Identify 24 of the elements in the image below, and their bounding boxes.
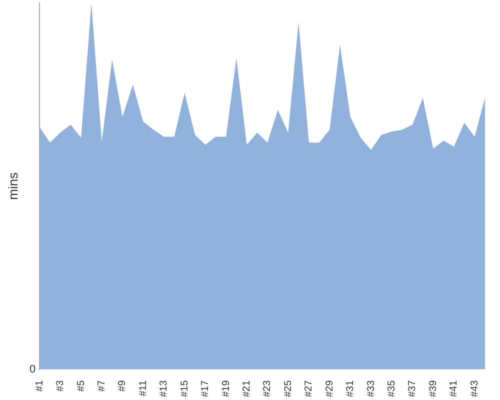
x-tick-label: #27 [304,380,315,398]
x-tick-label: #41 [448,380,460,398]
x-tick-label: #7 [96,380,108,392]
x-tick-label: #43 [469,380,480,398]
x-tick-label: #33 [366,380,377,398]
annotation: 0 [29,363,36,376]
x-tick-label: #35 [386,380,398,398]
x-tick-label: #5 [76,380,87,392]
x-tick-label: #29 [324,380,336,398]
x-tick-label: #11 [138,380,149,396]
x-tick-label: #23 [262,380,274,398]
x-tick-label: #1 [34,380,46,392]
x-tick-label: #37 [407,380,418,398]
x-tick-label: #17 [200,380,212,398]
x-tick-label: #19 [220,380,232,398]
x-tick-label: #21 [242,380,253,398]
x-tick-label: #13 [158,380,170,398]
x-tick-label: #39 [428,380,439,398]
x-tick-label: #9 [117,380,128,392]
x-tick-label: #31 [345,380,356,398]
y-axis-title: mins [5,172,20,200]
x-tick-label: #3 [55,380,66,392]
x-tick-label: #15 [179,380,190,398]
x-tick-label: #25 [282,380,294,398]
